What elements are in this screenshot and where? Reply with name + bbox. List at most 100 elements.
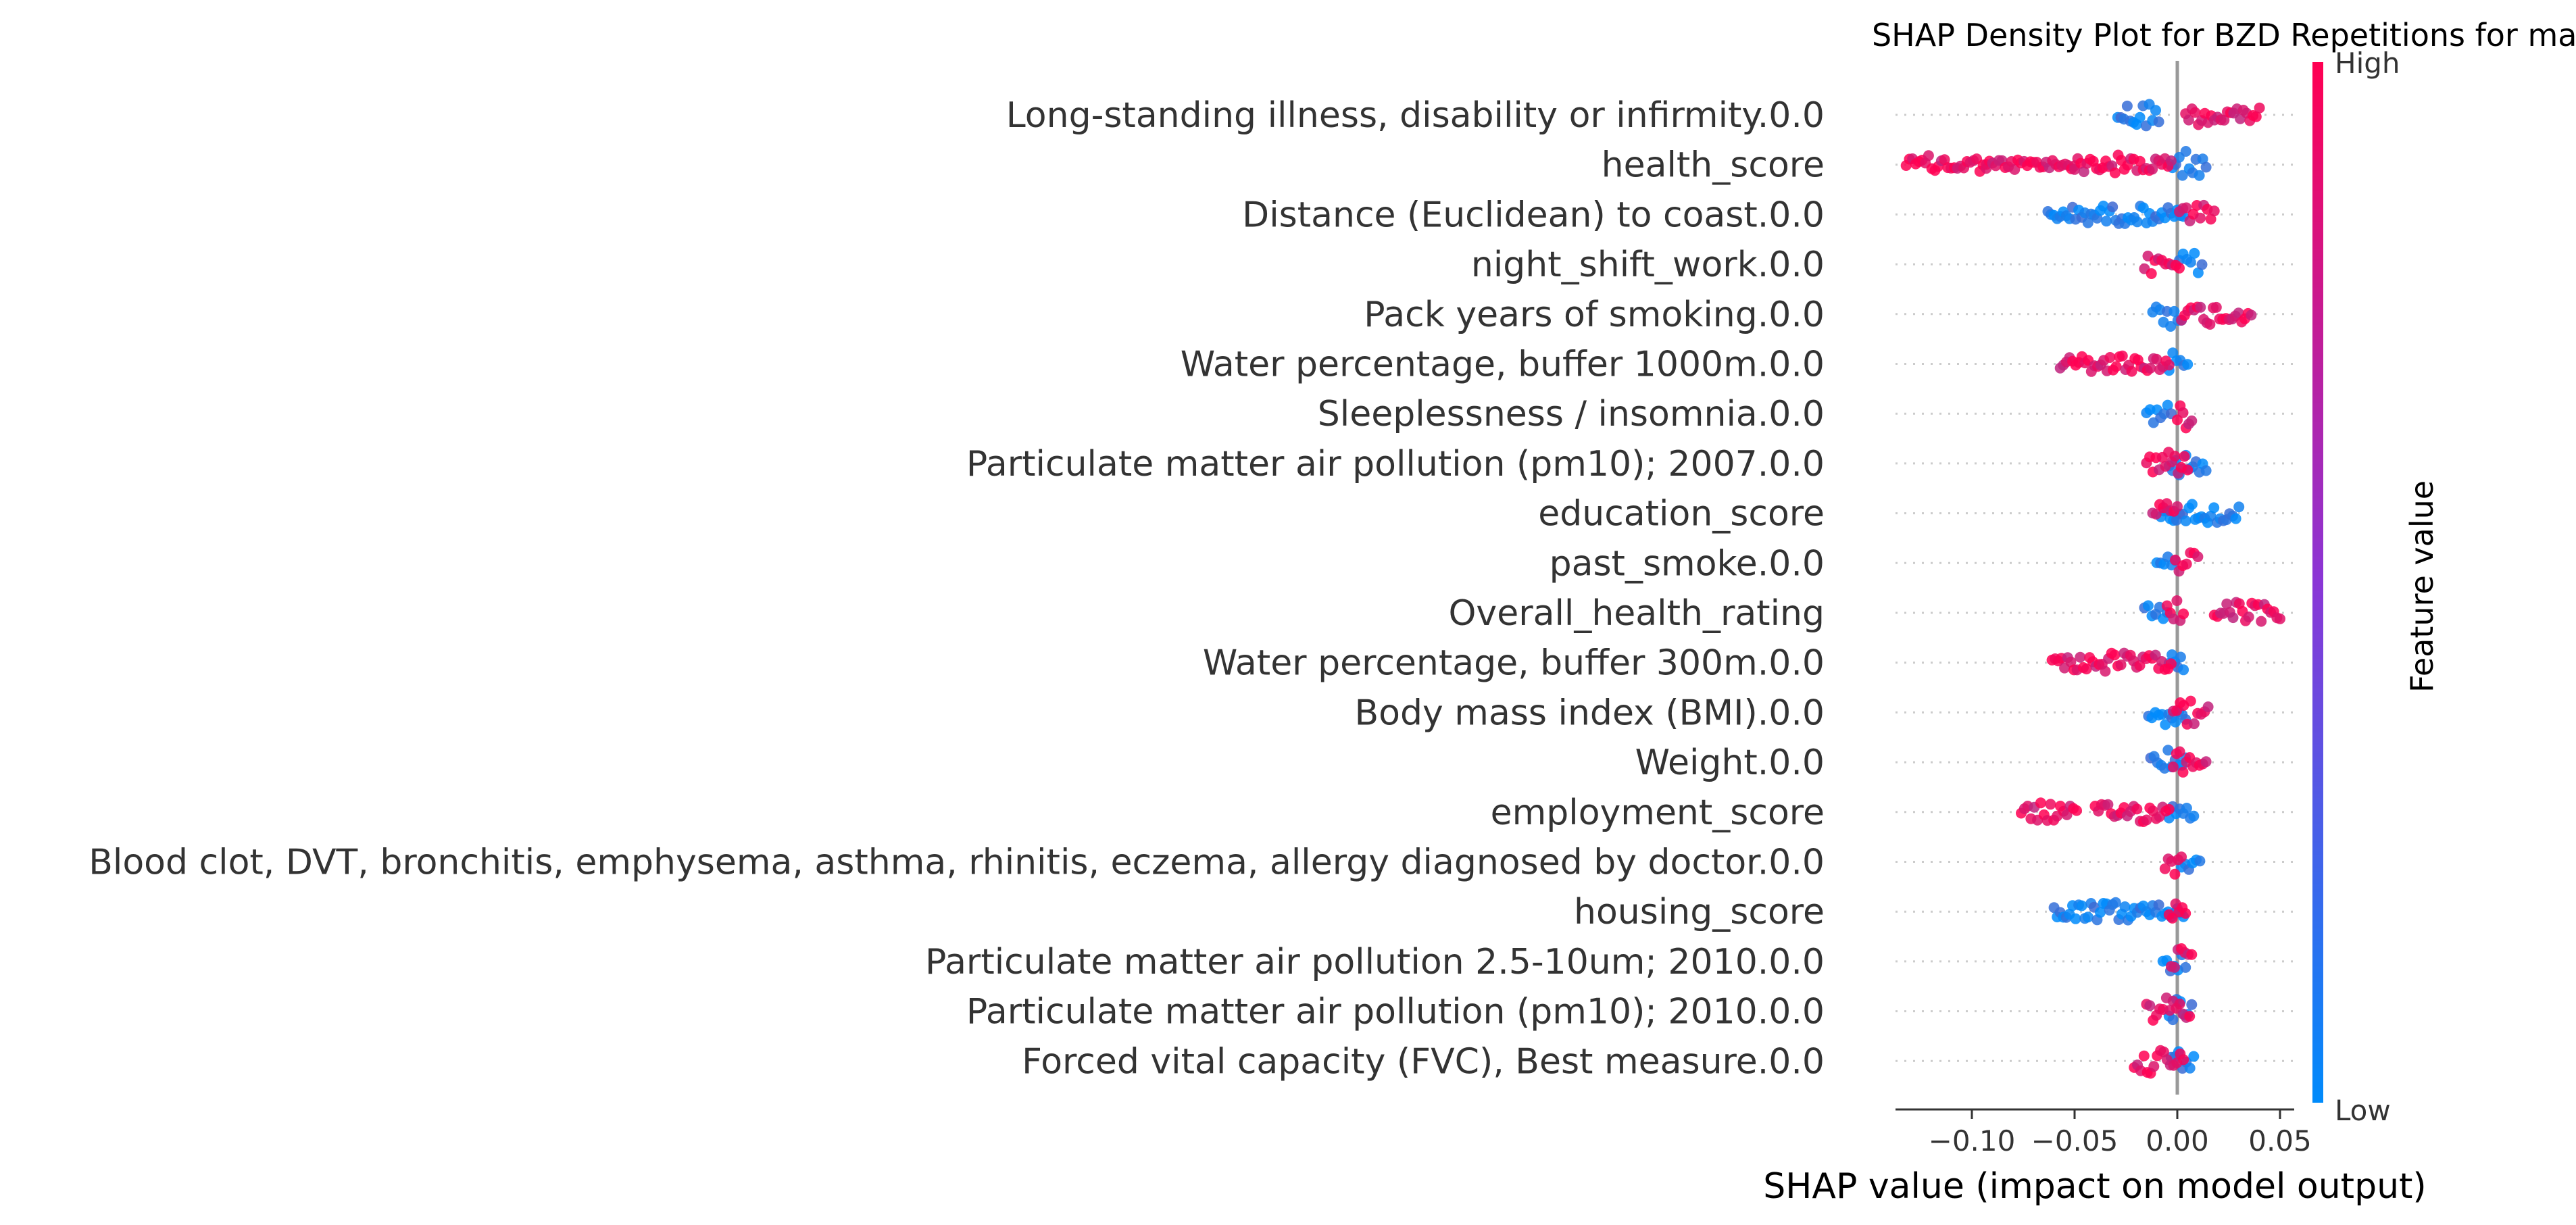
shap-point: [2180, 516, 2191, 526]
shap-point: [2184, 1062, 2196, 1074]
shap-point: [2186, 415, 2198, 426]
shap-point: [2208, 502, 2220, 514]
shap-point: [2134, 111, 2146, 123]
shap-point: [2035, 797, 2046, 809]
shap-point: [2165, 155, 2177, 166]
feature-label: Pack years of smoking.0.0: [1364, 295, 1825, 335]
shap-point: [2178, 664, 2189, 676]
shap-point: [2230, 513, 2241, 524]
shap-point: [2116, 350, 2128, 361]
shap-point: [2180, 146, 2191, 157]
shap-point: [2169, 451, 2181, 461]
shap-point: [2256, 616, 2267, 627]
shap-point: [2178, 1054, 2189, 1066]
shap-point: [2082, 911, 2094, 923]
shap-point: [2131, 216, 2143, 228]
feature-label: health_score: [1602, 145, 1825, 186]
shap-point: [2183, 114, 2194, 126]
shap-point: [2195, 301, 2206, 313]
shap-point: [2104, 352, 2116, 363]
shap-points: [1900, 99, 2285, 1079]
x-tick-label: −0.10: [1929, 1124, 2016, 1157]
shap-point: [2150, 508, 2162, 520]
feature-label: Particulate matter air pollution 2.5-10u…: [925, 942, 1825, 982]
shap-point: [2178, 608, 2189, 620]
shap-point: [2195, 212, 2206, 224]
shap-point: [2188, 1051, 2200, 1062]
shap-point: [2188, 718, 2200, 730]
shap-point: [2184, 1011, 2196, 1022]
shap-point: [2150, 105, 2161, 116]
shap-point: [2192, 267, 2204, 278]
shap-point: [2153, 116, 2164, 128]
shap-point: [2200, 465, 2212, 476]
shap-point: [2151, 353, 2162, 365]
shap-point: [2227, 612, 2239, 624]
feature-label: Forced vital capacity (FVC), Best measur…: [1022, 1041, 1825, 1082]
shap-point: [2126, 366, 2137, 377]
shap-point: [2165, 321, 2177, 332]
feature-label: Overall_health_rating: [1449, 593, 1825, 634]
shap-point: [2176, 851, 2187, 863]
shap-point: [2163, 359, 2175, 371]
feature-label: education_score: [1538, 494, 1825, 534]
shap-point: [2174, 746, 2185, 757]
shap-point: [2208, 205, 2220, 217]
shap-point: [2110, 897, 2121, 908]
feature-label: Long-standing illness, disability or inf…: [1006, 95, 1825, 136]
shap-point: [2250, 111, 2262, 122]
shap-point: [2254, 102, 2265, 114]
shap-point: [2107, 201, 2119, 213]
feature-label: Sleeplessness / insomnia.0.0: [1318, 394, 1825, 434]
shap-point: [2115, 659, 2127, 670]
shap-point: [2179, 451, 2190, 462]
shap-point: [1923, 150, 1934, 161]
shap-point: [2119, 901, 2131, 912]
shap-point: [2170, 554, 2181, 566]
shap-point: [2101, 216, 2112, 227]
shap-point: [2197, 153, 2208, 165]
shap-point: [2246, 309, 2257, 321]
x-tick-label: 0.05: [2248, 1124, 2312, 1157]
shap-point: [2194, 855, 2206, 867]
shap-point: [2221, 598, 2233, 609]
shap-point: [2134, 155, 2146, 167]
feature-labels: Long-standing illness, disability or inf…: [89, 95, 1825, 1082]
shap-point: [2148, 1061, 2160, 1072]
shap-point: [2189, 247, 2200, 259]
feature-label: Water percentage, buffer 1000m.0.0: [1181, 345, 1825, 385]
shap-point: [2180, 961, 2191, 973]
x-axis-ticks: −0.10 −0.05 0.00 0.05: [1929, 1109, 2312, 1157]
shap-point: [2200, 756, 2212, 768]
shap-point: [2177, 407, 2189, 418]
shap-point: [2167, 1014, 2179, 1026]
shap-point: [2174, 998, 2185, 1009]
shap-point: [2202, 701, 2214, 713]
shap-point: [2186, 499, 2198, 510]
shap-point: [2182, 359, 2194, 370]
shap-point: [2181, 558, 2192, 570]
feature-label: Particulate matter air pollution (pm10);…: [966, 444, 1825, 484]
chart-title: SHAP Density Plot for BZD Repetitions fo…: [1872, 17, 2576, 53]
colorbar: [2312, 62, 2323, 1103]
shap-point: [2233, 501, 2245, 513]
feature-label: night_shift_work.0.0: [1471, 245, 1825, 285]
shap-point: [2175, 651, 2186, 663]
feature-label: Body mass index (BMI).0.0: [1355, 693, 1825, 733]
shap-point: [2100, 666, 2111, 677]
shap-point: [2167, 761, 2179, 773]
colorbar-title: Feature value: [2404, 480, 2440, 693]
shap-point: [2138, 1050, 2150, 1061]
feature-label: Weight.0.0: [1635, 743, 1825, 783]
shap-point: [2181, 202, 2192, 214]
shap-point: [2165, 658, 2177, 670]
shap-point: [2142, 600, 2154, 611]
shap-point: [2102, 799, 2114, 810]
shap-point: [2095, 907, 2106, 918]
shap-point: [2145, 362, 2156, 374]
shap-point: [2182, 464, 2194, 476]
shap-point: [2076, 900, 2087, 911]
shap-point: [2162, 399, 2173, 411]
shap-point: [2169, 961, 2180, 973]
